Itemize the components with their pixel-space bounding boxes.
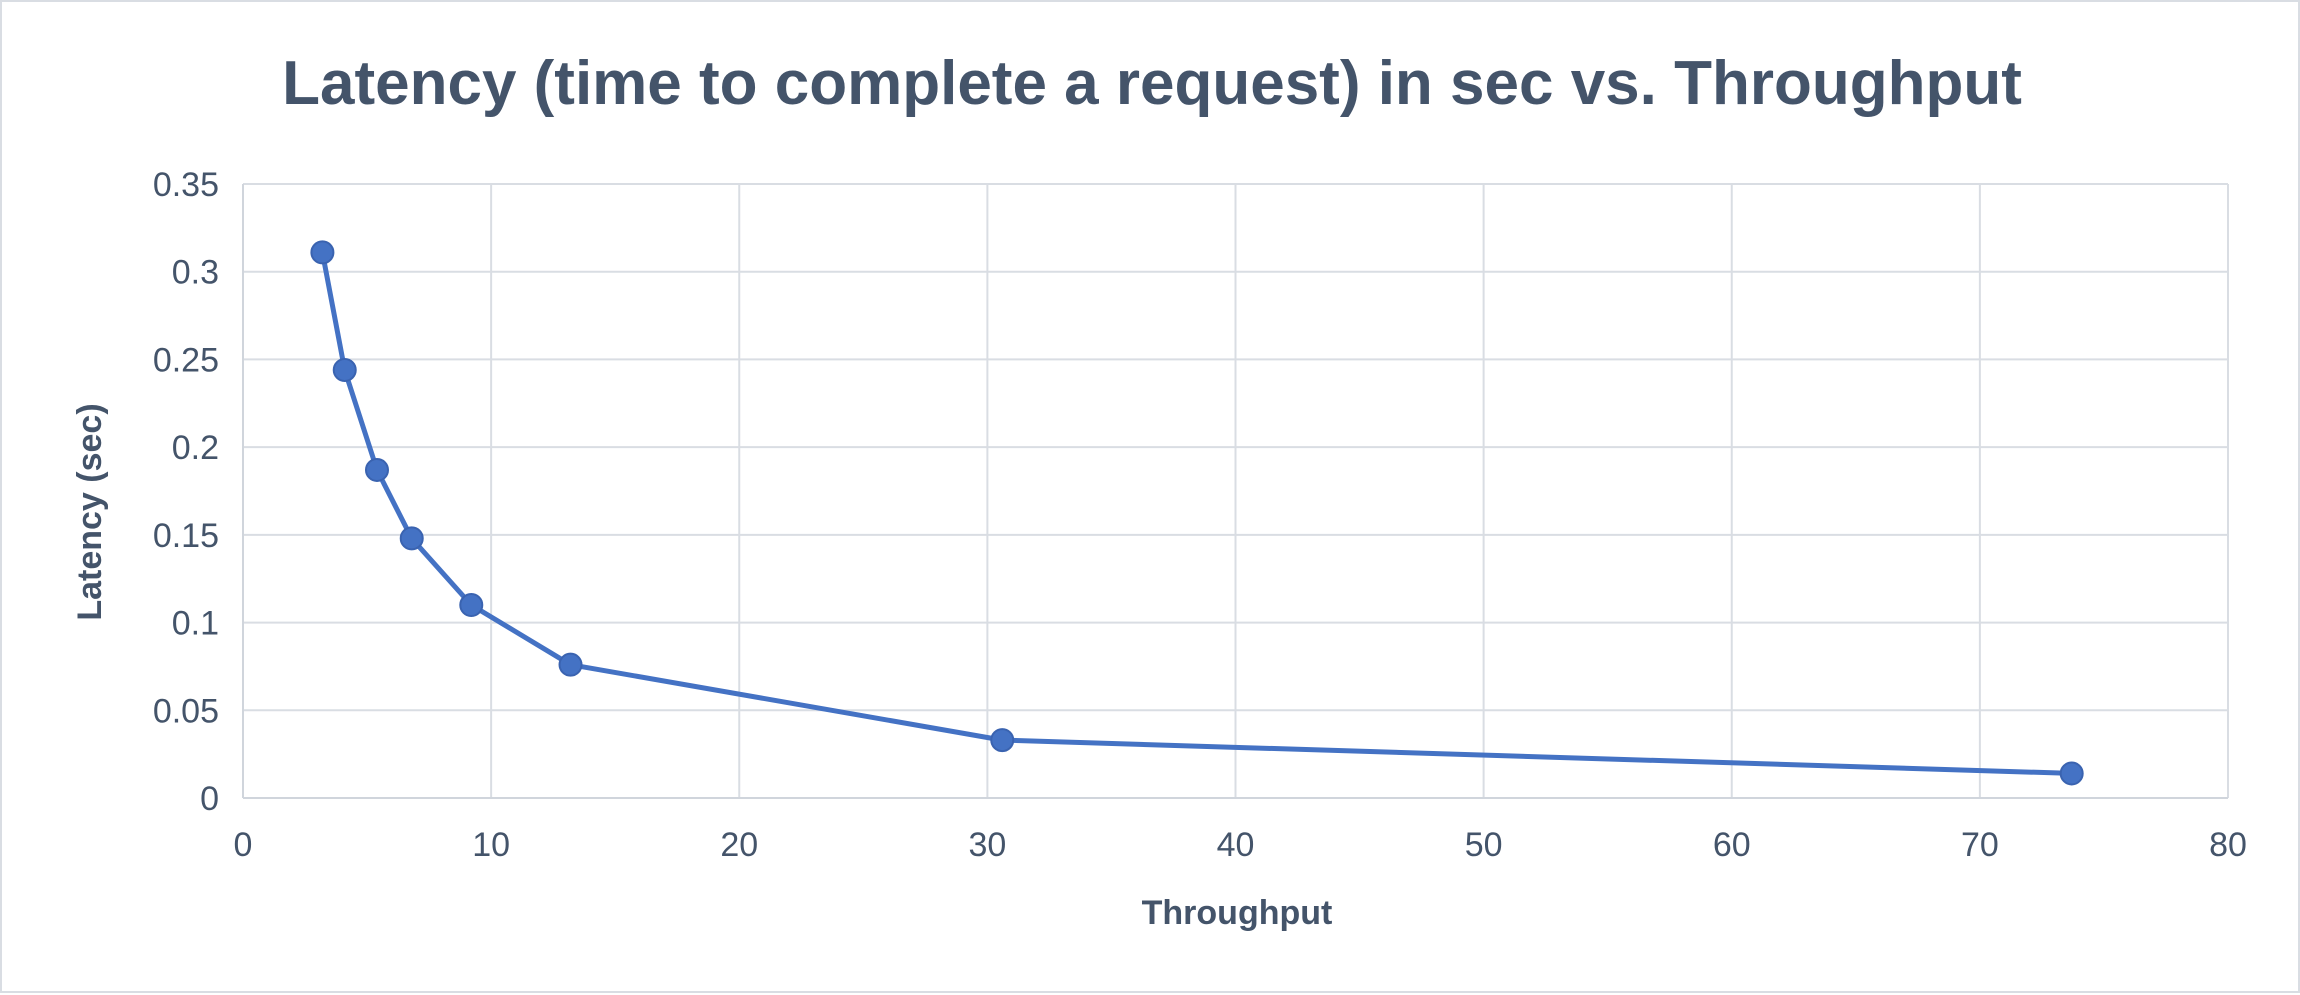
y-tick-label: 0.25 — [153, 341, 219, 379]
series — [310, 240, 2084, 786]
gridlines — [243, 183, 2229, 798]
x-tick-label: 50 — [1465, 826, 1503, 864]
x-axis-title: Throughput — [1142, 894, 1333, 932]
x-tick-label: 0 — [234, 826, 253, 864]
data-point — [399, 526, 424, 551]
x-tick-label: 70 — [1961, 826, 1999, 864]
y-tick-label: 0.15 — [153, 517, 219, 555]
data-point — [332, 357, 357, 382]
y-tick-label: 0.05 — [153, 692, 219, 730]
data-point — [2059, 761, 2084, 786]
y-tick-label: 0.35 — [153, 166, 219, 204]
x-tick-label: 60 — [1713, 826, 1751, 864]
x-tick-label: 20 — [720, 826, 758, 864]
x-tick-label: 10 — [472, 826, 510, 864]
series-line — [319, 249, 2075, 776]
y-tick-label: 0.1 — [172, 605, 219, 643]
y-tick-label: 0.2 — [172, 429, 219, 467]
data-point — [558, 652, 583, 677]
data-point — [459, 593, 484, 618]
y-tick-label: 0 — [200, 780, 219, 818]
axes — [242, 184, 2228, 799]
data-point — [990, 728, 1015, 753]
y-tick-label: 0.3 — [172, 254, 219, 292]
tick-labels: 0 0.05 0.1 0.15 0.2 0.25 0.3 0.35 0 10 20 30 40 50 60 7… — [153, 166, 2247, 864]
chart-title: Latency (time to complete a request) in … — [282, 49, 2022, 118]
data-point — [310, 240, 335, 265]
x-tick-label: 80 — [2209, 826, 2247, 864]
x-tick-label: 40 — [1217, 826, 1255, 864]
data-point — [364, 457, 389, 482]
y-axis-title: Latency (sec) — [71, 403, 109, 620]
x-tick-label: 30 — [968, 826, 1006, 864]
